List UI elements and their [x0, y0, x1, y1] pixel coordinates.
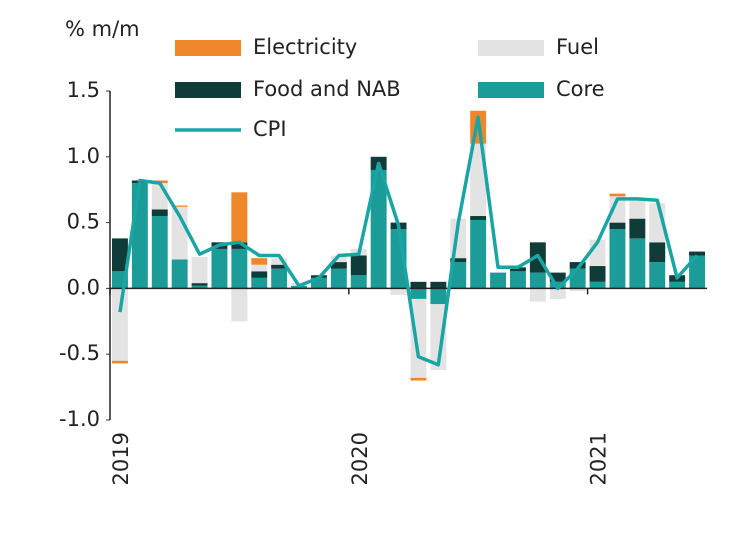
bar-segment: [231, 248, 248, 289]
bar-segment: [569, 262, 586, 269]
bar-segment: [529, 272, 546, 289]
bar-segment: [171, 259, 188, 289]
bar-segment: [330, 268, 347, 289]
bar-segment: [450, 258, 467, 263]
bar-segment: [569, 268, 586, 289]
bar-segment: [430, 304, 447, 370]
cpi-line: [118, 115, 699, 367]
bar-segment: [689, 251, 706, 256]
bar-segment: [669, 281, 686, 289]
bar-segment: [410, 281, 427, 289]
legend-label: CPI: [253, 117, 287, 141]
bar-segment: [470, 216, 487, 220]
bar-segment: [430, 288, 447, 305]
bar-segment: [689, 255, 706, 289]
x-tick-label: 2021: [587, 432, 611, 485]
bar-segment: [111, 288, 128, 361]
y-tick-label: -1.0: [59, 407, 100, 431]
bar-segment: [350, 275, 367, 289]
x-tick-label: 2020: [348, 432, 372, 485]
legend-swatch: [478, 40, 544, 56]
bar-segment: [470, 219, 487, 289]
bar-segment: [649, 262, 666, 289]
bar-segment: [390, 288, 407, 295]
bar-segment: [251, 264, 268, 272]
legend-label: Food and NAB: [253, 77, 401, 101]
y-tick-label: 0.0: [67, 275, 100, 299]
bar-segment: [549, 288, 566, 299]
bar-segment: [490, 272, 507, 289]
bar-segment: [251, 277, 268, 289]
bar-segment: [589, 266, 606, 282]
bar-segment: [470, 143, 487, 217]
bar-segment: [310, 277, 327, 289]
y-tick-label: 1.0: [67, 144, 100, 168]
bar-segment: [609, 222, 626, 230]
bar-segment: [629, 238, 646, 289]
bar-segment: [370, 169, 387, 289]
bar-segment: [191, 256, 208, 284]
legend-label: Core: [556, 77, 605, 101]
y-tick-label: -0.5: [59, 341, 100, 365]
bar-segment: [330, 262, 347, 269]
bar-segment: [629, 218, 646, 239]
legend-label: Fuel: [556, 35, 599, 59]
bar-segment: [171, 205, 188, 207]
bar-segment: [191, 283, 208, 286]
bar-segment: [271, 258, 288, 265]
bar-segment: [529, 288, 546, 302]
bar-segment: [589, 281, 606, 289]
bar-segment: [131, 183, 148, 289]
bar-segment: [191, 285, 208, 289]
bar-segment: [111, 238, 128, 272]
bar-segment: [271, 264, 288, 269]
bar-segment: [111, 360, 128, 364]
bar-segment: [231, 192, 248, 243]
bar-segment: [609, 196, 626, 223]
bar-segment: [410, 288, 427, 299]
bar-segment: [649, 242, 666, 263]
y-tick-label: 1.5: [67, 78, 100, 102]
bar-segment: [330, 255, 347, 263]
y-tick-label: 0.5: [67, 210, 100, 234]
bar-segment: [609, 193, 626, 197]
bar-segment: [151, 216, 168, 289]
bar-segment: [430, 281, 447, 289]
bar-segment: [629, 198, 646, 219]
bar-segment: [251, 271, 268, 278]
bar-segment: [151, 183, 168, 210]
bar-segment: [549, 272, 566, 282]
legend-swatch: [478, 82, 544, 98]
bar-segment: [211, 248, 228, 289]
legend-label: Electricity: [253, 35, 357, 59]
bar-segment: [509, 271, 526, 289]
bar-segment: [569, 288, 586, 292]
bar-segment: [151, 209, 168, 217]
legend-swatch: [175, 40, 241, 56]
bar-segment: [231, 242, 248, 249]
bar-segment: [231, 288, 248, 322]
chart-title: % m/m: [65, 17, 140, 41]
bar-segment: [450, 262, 467, 289]
bar-segment: [509, 267, 526, 272]
legend-swatch: [175, 82, 241, 98]
bar-segment: [251, 258, 268, 265]
bar-segment: [271, 268, 288, 289]
bar-segment: [410, 377, 427, 381]
bar-segment: [609, 229, 626, 289]
bar-segment: [350, 255, 367, 276]
x-tick-label: 2019: [109, 432, 133, 485]
